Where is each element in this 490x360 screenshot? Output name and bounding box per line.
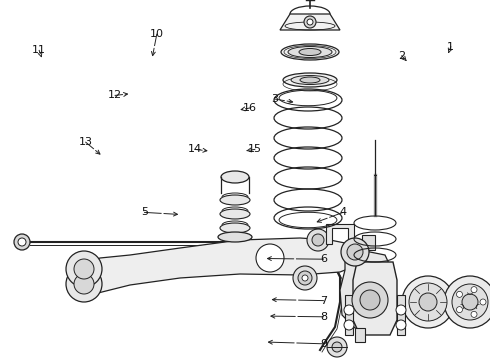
Circle shape (344, 305, 354, 315)
Circle shape (74, 259, 94, 279)
Ellipse shape (288, 46, 332, 58)
Circle shape (298, 271, 312, 285)
Circle shape (14, 234, 30, 250)
Circle shape (457, 291, 463, 297)
Text: 11: 11 (32, 45, 46, 55)
Polygon shape (345, 295, 353, 335)
Circle shape (341, 238, 369, 266)
Ellipse shape (218, 232, 252, 242)
Circle shape (457, 307, 463, 312)
Circle shape (293, 266, 317, 290)
Circle shape (480, 299, 486, 305)
Text: 6: 6 (320, 254, 327, 264)
Ellipse shape (281, 44, 339, 60)
Ellipse shape (300, 77, 320, 83)
Ellipse shape (220, 223, 250, 233)
Polygon shape (362, 235, 375, 250)
Polygon shape (340, 250, 395, 330)
Ellipse shape (419, 293, 437, 311)
Ellipse shape (283, 73, 337, 87)
Circle shape (360, 290, 380, 310)
Polygon shape (78, 238, 360, 295)
Circle shape (332, 342, 342, 352)
Circle shape (396, 320, 406, 330)
Polygon shape (397, 295, 405, 335)
Circle shape (307, 229, 329, 251)
Text: 1: 1 (447, 42, 454, 52)
Polygon shape (353, 262, 397, 335)
Text: 5: 5 (141, 207, 148, 217)
Text: 15: 15 (248, 144, 262, 154)
Circle shape (304, 16, 316, 28)
Text: 3: 3 (271, 94, 278, 104)
Ellipse shape (220, 209, 250, 219)
Circle shape (344, 320, 354, 330)
Ellipse shape (291, 76, 329, 85)
Polygon shape (355, 328, 365, 342)
Text: 2: 2 (398, 51, 405, 61)
Circle shape (312, 234, 324, 246)
Ellipse shape (409, 283, 447, 321)
Circle shape (471, 311, 477, 318)
Ellipse shape (402, 276, 454, 328)
Text: 10: 10 (150, 29, 164, 39)
Ellipse shape (220, 195, 250, 205)
Circle shape (74, 274, 94, 294)
Text: 8: 8 (320, 312, 327, 322)
Circle shape (462, 294, 478, 310)
Polygon shape (280, 14, 340, 30)
Polygon shape (74, 269, 94, 284)
Ellipse shape (299, 49, 321, 55)
Text: 16: 16 (243, 103, 257, 113)
Circle shape (18, 238, 26, 246)
Circle shape (307, 19, 313, 25)
Circle shape (66, 266, 102, 302)
Text: 7: 7 (320, 296, 327, 306)
Circle shape (256, 244, 284, 272)
Circle shape (471, 287, 477, 293)
Circle shape (302, 275, 308, 281)
Text: 4: 4 (340, 207, 346, 217)
Circle shape (347, 244, 363, 260)
Circle shape (327, 337, 347, 357)
Text: 12: 12 (108, 90, 122, 100)
Ellipse shape (221, 171, 249, 183)
Circle shape (352, 282, 388, 318)
Text: 9: 9 (320, 339, 327, 349)
Circle shape (444, 276, 490, 328)
Text: 14: 14 (188, 144, 202, 154)
Text: 13: 13 (79, 137, 93, 147)
Circle shape (396, 305, 406, 315)
Polygon shape (326, 224, 354, 244)
Circle shape (452, 284, 488, 320)
Circle shape (66, 251, 102, 287)
